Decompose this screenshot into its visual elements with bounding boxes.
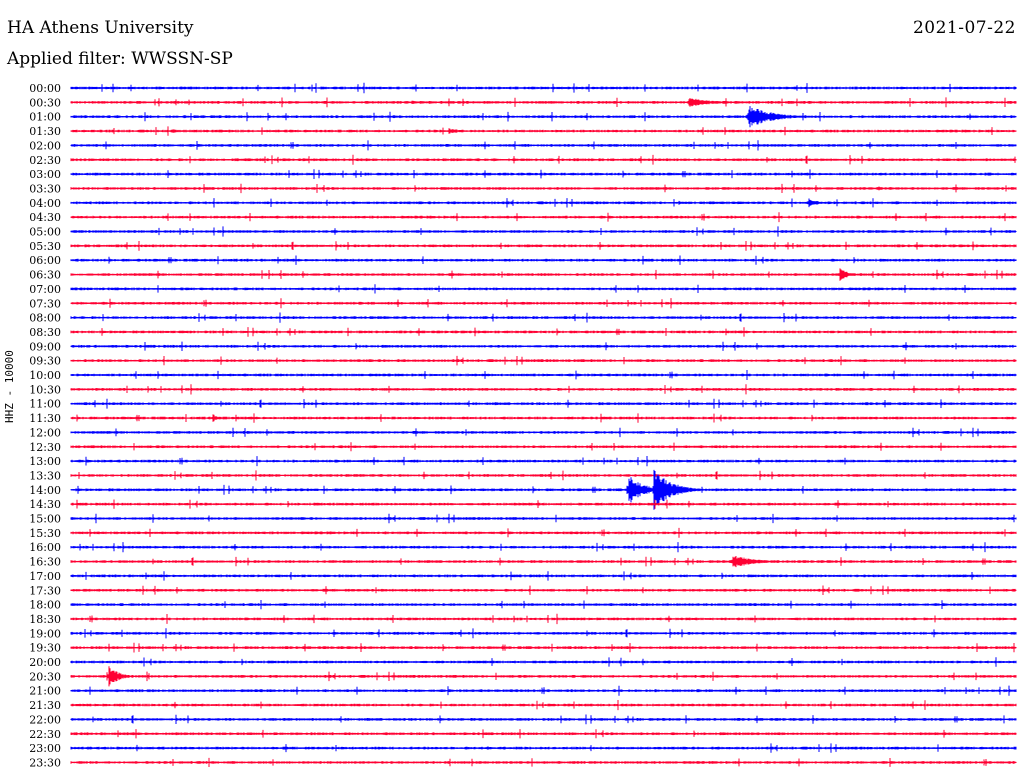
row-time-label: 18:30 <box>29 613 61 626</box>
row-time-label: 17:30 <box>29 584 61 597</box>
row-time-label: 09:00 <box>29 340 61 353</box>
row-time-label: 01:30 <box>29 125 61 138</box>
station-title: HA Athens University <box>7 18 194 38</box>
row-time-label: 12:30 <box>29 441 61 454</box>
row-time-label: 14:30 <box>29 498 61 511</box>
row-time-label: 23:30 <box>29 756 61 769</box>
row-time-label: 20:00 <box>29 656 61 669</box>
row-time-label: 01:00 <box>29 111 61 124</box>
row-time-label: 04:30 <box>29 211 61 224</box>
row-time-label: 13:00 <box>29 455 61 468</box>
filter-label: Applied filter: WWSSN-SP <box>7 49 233 69</box>
row-time-label: 19:30 <box>29 642 61 655</box>
row-time-label: 04:00 <box>29 197 61 210</box>
row-time-label: 22:00 <box>29 713 61 726</box>
row-time-label: 05:00 <box>29 226 61 239</box>
row-time-label: 11:30 <box>29 412 61 425</box>
row-time-label: 22:30 <box>29 728 61 741</box>
row-time-label: 17:00 <box>29 570 61 583</box>
row-time-label: 07:30 <box>29 297 61 310</box>
row-time-label: 05:30 <box>29 240 61 253</box>
row-time-label: 10:00 <box>29 369 61 382</box>
row-time-label: 15:00 <box>29 513 61 526</box>
row-time-label: 20:30 <box>29 670 61 683</box>
row-time-label: 16:00 <box>29 541 61 554</box>
row-time-label: 21:30 <box>29 699 61 712</box>
row-time-label: 14:00 <box>29 484 61 497</box>
row-time-label: 09:30 <box>29 355 61 368</box>
row-time-label: 02:30 <box>29 154 61 167</box>
row-time-label: 13:30 <box>29 469 61 482</box>
row-time-label: 06:30 <box>29 269 61 282</box>
row-time-label: 11:00 <box>29 398 61 411</box>
row-time-label: 23:00 <box>29 742 61 755</box>
row-time-label: 07:00 <box>29 283 61 296</box>
row-time-label: 19:00 <box>29 627 61 640</box>
record-date: 2021-07-22 <box>912 18 1016 38</box>
row-time-label: 16:30 <box>29 556 61 569</box>
row-time-label: 08:30 <box>29 326 61 339</box>
row-time-label: 12:00 <box>29 426 61 439</box>
row-time-label: 00:30 <box>29 96 61 109</box>
row-time-label: 06:00 <box>29 254 61 267</box>
row-time-label: 08:00 <box>29 312 61 325</box>
row-time-label: 21:00 <box>29 685 61 698</box>
row-time-label: 10:30 <box>29 383 61 396</box>
row-time-label: 00:00 <box>29 82 61 95</box>
row-time-label: 03:00 <box>29 168 61 181</box>
row-time-label: 03:30 <box>29 182 61 195</box>
row-time-label: 15:30 <box>29 527 61 540</box>
row-time-label: 18:00 <box>29 599 61 612</box>
row-time-label: 02:00 <box>29 139 61 152</box>
